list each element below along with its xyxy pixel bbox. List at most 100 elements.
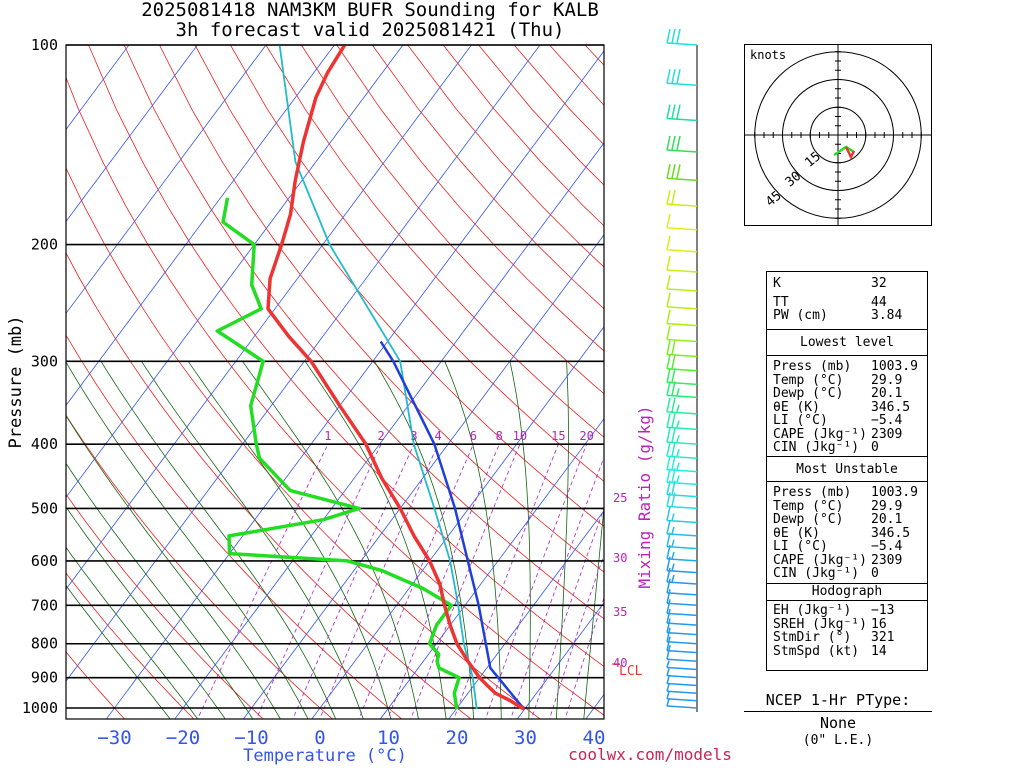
precip-amount: (0" L.E.) (802, 733, 874, 748)
stats-table: K 32 TT 44 PW (cm) 3.84 Lowest level Press … (766, 271, 928, 671)
stat-row: Dewp (°C) 20.1 (773, 512, 903, 527)
wind-barb (666, 684, 698, 694)
y-axis-label: Pressure (mb) (6, 315, 26, 448)
stat-row: EH (Jkg⁻¹) −13 (773, 603, 895, 618)
stat-row: θE (K) 346.5 (773, 399, 911, 415)
isotherm-line (66, 45, 472, 590)
hodograph-units-label: knots (750, 48, 786, 62)
divider (767, 355, 927, 356)
stat-row: Press (mb) 1003.9 (773, 359, 918, 374)
mixing-ratio-line (292, 444, 415, 719)
mixing-ratio-line (531, 507, 604, 719)
pressure-tick-label: 600 (31, 552, 58, 570)
stat-row: Temp (°C) 29.9 (773, 372, 903, 388)
wind-barb (666, 455, 698, 473)
wind-barb (666, 645, 698, 662)
dry-adiabat-line (159, 45, 604, 573)
temperature-tick-label: 40 (583, 727, 606, 749)
dry-adiabat-line (66, 167, 541, 719)
stat-row: Temp (°C) 29.9 (773, 498, 903, 514)
temperature-profile (266, 45, 525, 711)
wind-barb (666, 397, 698, 415)
isotherm-line (66, 45, 541, 682)
wind-barb (666, 544, 698, 562)
isotherm-line (66, 45, 335, 406)
dry-adiabat-line (66, 414, 334, 719)
divider (767, 329, 927, 330)
wet-bulb-or-virtual-profile (278, 45, 478, 710)
moist-adiabat-line (66, 546, 199, 719)
temperature-tick-label: −20 (166, 727, 200, 749)
wind-barb (666, 135, 698, 153)
chart-title: 2025081418 NAM3KM BUFR Sounding for KALB (141, 0, 599, 21)
wind-barb (666, 325, 698, 343)
stat-row: StmSpd (kt) 14 (773, 643, 887, 659)
mixing-ratio-line (485, 444, 587, 719)
moist-adiabat-line (66, 462, 254, 719)
pressure-tick-label: 200 (31, 236, 58, 254)
mixing-ratio-line (453, 444, 559, 719)
moist-adiabat-line (304, 361, 447, 719)
mixing-ratio-tick-label: 15 (551, 429, 565, 443)
isotherm-line (66, 45, 404, 498)
pressure-tick-label: 400 (31, 435, 58, 453)
mixing-ratio-line (319, 444, 439, 719)
temperature-tick-label: −30 (97, 727, 131, 749)
divider (767, 456, 927, 457)
wind-barb (666, 413, 698, 431)
stat-row: CAPE (Jkg⁻¹) 2309 (773, 426, 903, 442)
moist-adiabat-line (444, 361, 502, 719)
dry-adiabat-line (336, 45, 604, 352)
divider (767, 583, 927, 584)
mixing-ratio-line (410, 444, 521, 719)
mixing-ratio-axis-label: Mixing Ratio (g/kg) (635, 405, 654, 588)
hodograph-trace (833, 145, 855, 157)
pressure-tick-label: 1000 (22, 699, 58, 717)
hodograph-trace-upper (844, 146, 856, 160)
mixing-ratio-side-label: 30 (613, 551, 627, 565)
wind-barb (666, 618, 698, 636)
isotherm-line (105, 50, 604, 719)
dry-adiabat-line (66, 334, 403, 719)
pressure-tick-label: 800 (31, 635, 58, 653)
pressure-tick-label: 100 (31, 36, 58, 54)
dry-adiabat-line (301, 45, 604, 395)
pressure-tick-label: 500 (31, 499, 58, 517)
dry-adiabat-line (194, 45, 604, 527)
moist-adiabat-line (66, 584, 171, 719)
stat-row: CIN (Jkg⁻¹) 0 (773, 440, 879, 455)
wind-barb (666, 660, 698, 671)
stat-row: StmDir (°) 321 (773, 630, 895, 645)
wind-barb (666, 589, 698, 607)
mixing-ratio-tick-label: 1 (324, 429, 331, 443)
mixing-ratio-line (510, 456, 604, 719)
precip-type-value: None (819, 714, 857, 732)
divider (767, 481, 927, 482)
wind-barb (666, 668, 698, 679)
wind-barb (666, 213, 698, 231)
mixing-ratio-tick-label: 8 (496, 429, 503, 443)
divider (744, 711, 932, 712)
wind-barb (666, 506, 698, 524)
wind-barbs (666, 28, 698, 712)
wind-barb (666, 104, 698, 122)
mixing-ratio-line (549, 553, 604, 719)
moist-adiabat-line (66, 361, 309, 719)
isotherm-line (66, 45, 267, 315)
wind-barb (666, 691, 698, 702)
stat-row: K 32 (773, 276, 887, 291)
dry-adiabat-line (230, 45, 604, 482)
moist-adiabat-line (141, 361, 364, 719)
isotherm-line (242, 234, 604, 719)
moist-adiabat-line (555, 361, 569, 719)
stat-row: LI (°C) −5.4 (773, 539, 903, 554)
mixing-ratio-tick-label: 2 (377, 429, 384, 443)
temperature-tick-label: 10 (377, 727, 400, 749)
wind-barb (666, 381, 698, 399)
moist-adiabat-line (242, 361, 419, 719)
moist-adiabat-line (187, 361, 392, 719)
wind-barb (666, 255, 698, 273)
mixing-ratio-line (358, 444, 474, 719)
stat-row: θE (K) 346.5 (773, 525, 911, 541)
isotherm-line (311, 326, 604, 719)
